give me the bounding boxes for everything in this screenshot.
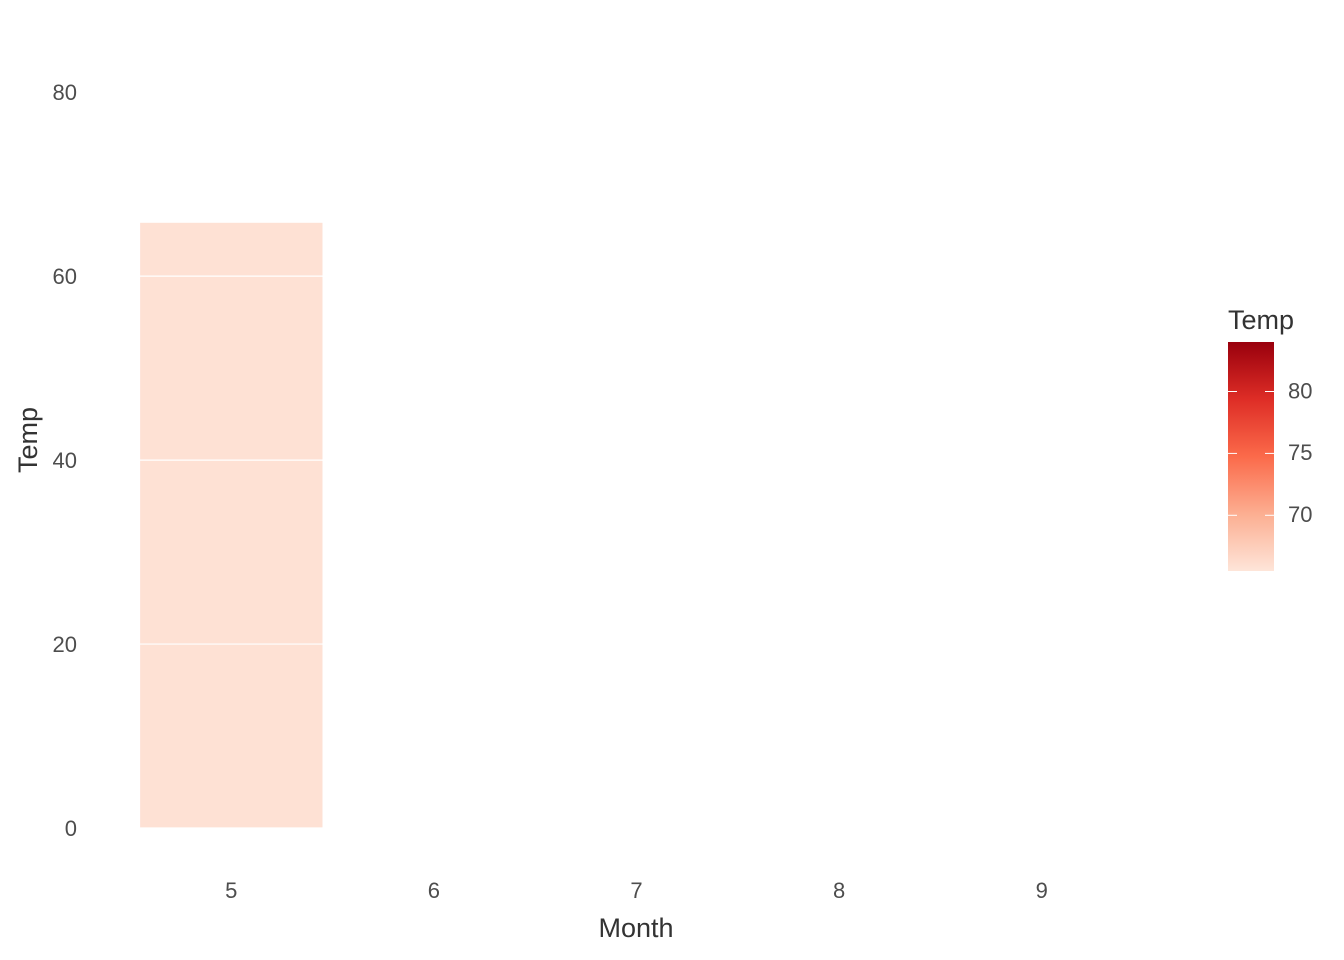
legend-title: Temp <box>1228 305 1294 335</box>
x-tick-label: 6 <box>428 878 440 903</box>
y-tick-label: 40 <box>53 448 77 473</box>
y-tick-label: 0 <box>65 816 77 841</box>
x-axis-title: Month <box>598 913 673 943</box>
y-axis-title: Temp <box>13 407 43 473</box>
y-tick-label: 20 <box>53 632 77 657</box>
legend-tick-label: 75 <box>1288 440 1312 465</box>
x-tick-label: 9 <box>1036 878 1048 903</box>
y-tick-label: 60 <box>53 264 77 289</box>
y-tick-label: 80 <box>53 80 77 105</box>
x-tick-label: 8 <box>833 878 845 903</box>
bar <box>140 222 323 828</box>
x-tick-label: 7 <box>630 878 642 903</box>
x-tick-label: 5 <box>225 878 237 903</box>
legend-tick-label: 70 <box>1288 502 1312 527</box>
colorbar <box>1228 342 1274 571</box>
legend-tick-label: 80 <box>1288 378 1312 403</box>
